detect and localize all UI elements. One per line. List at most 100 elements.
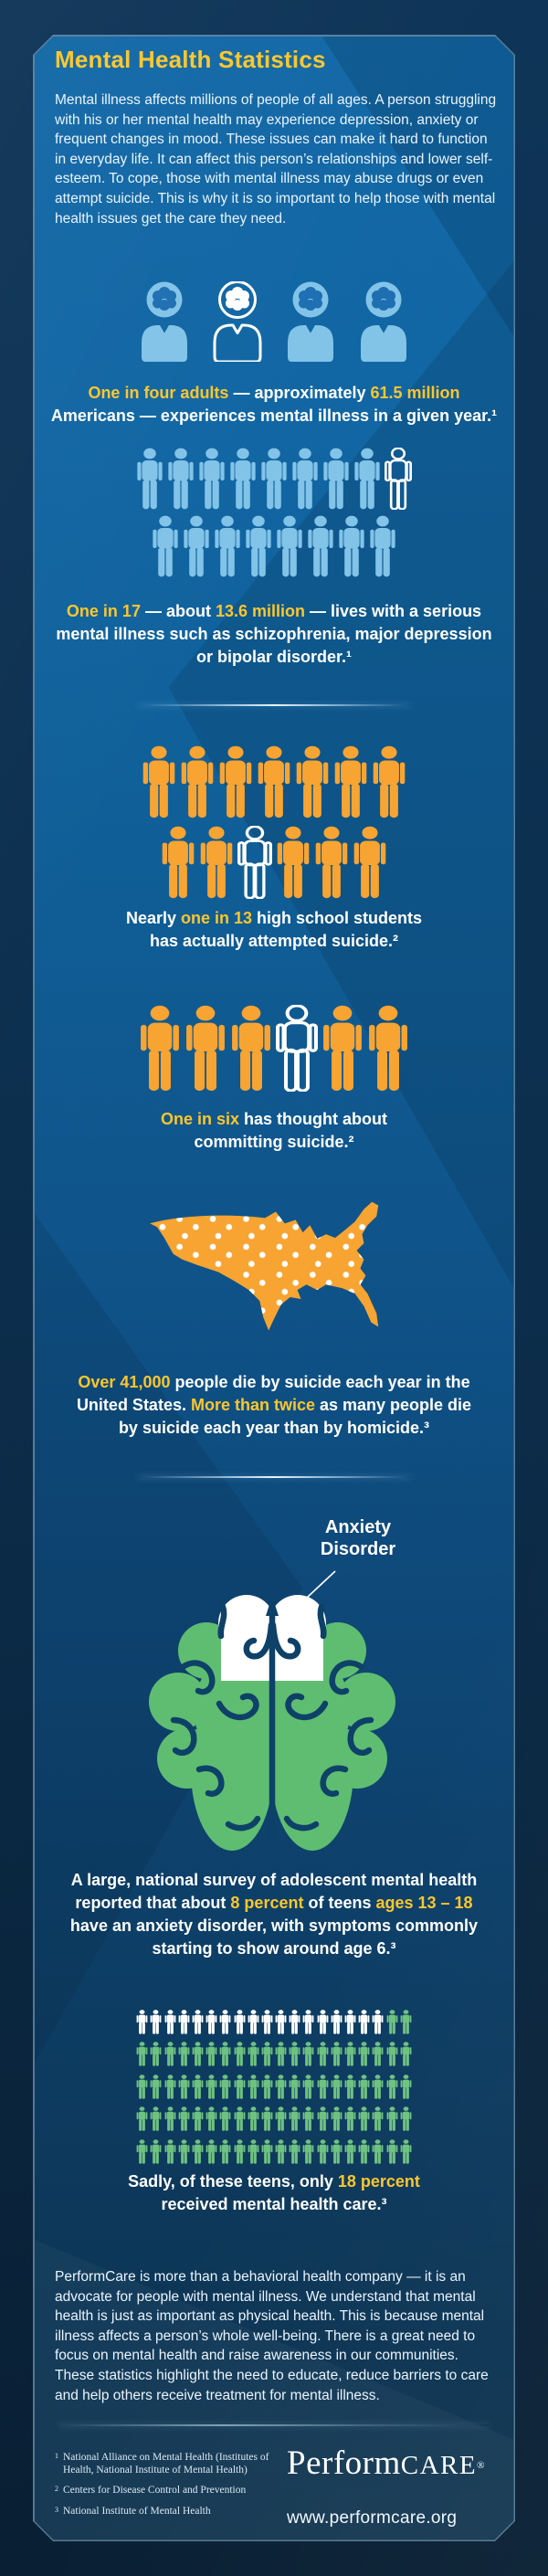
teen-icon (248, 2075, 259, 2099)
anxiety-disorder-label: Anxiety Disorder (294, 1516, 422, 1560)
stat-segment: has thought about (239, 1110, 387, 1128)
pictograph-row (136, 2138, 412, 2164)
person-icon (186, 1005, 225, 1092)
stat-segment: of teens (303, 1894, 376, 1912)
teen-icon (192, 2075, 204, 2099)
teen-icon (372, 2042, 384, 2067)
teen-icon (136, 2138, 148, 2164)
person-icon (323, 1005, 362, 1092)
teen-icon (206, 2106, 217, 2131)
teen-icon (303, 2106, 314, 2131)
person-icon (232, 1005, 270, 1092)
teen-icon (289, 2042, 300, 2067)
pictograph-row (136, 2042, 412, 2067)
footnote-text: National Institute of Mental Health (63, 2505, 211, 2517)
person-outlined-icon (385, 448, 411, 510)
person-icon (162, 826, 195, 899)
teen-icon (234, 2138, 245, 2164)
teen-icon (275, 2042, 287, 2067)
person-icon (142, 745, 175, 818)
teen-icon (275, 2075, 287, 2099)
teen-icon (289, 2106, 300, 2131)
teen-icon (400, 2075, 412, 2099)
teen-icon (219, 2138, 231, 2164)
person-icon (369, 1005, 407, 1092)
teen-icon (331, 2138, 342, 2164)
person-icon (315, 826, 348, 899)
stat-segment: A large, national survey of adolescent m… (70, 1871, 478, 1889)
logo-prefix: Perform (287, 2444, 401, 2482)
one-in-13-pictograph (0, 745, 548, 899)
person-icon (353, 826, 386, 899)
section-divider (137, 1476, 411, 1478)
teen-icon (303, 2042, 314, 2067)
teen-icon (331, 2106, 342, 2131)
pictograph-row (136, 2010, 412, 2034)
stat-segment: has actually attempted suicide.² (149, 932, 399, 950)
closing-paragraph: PerformCare is more than a behavioral he… (55, 2269, 489, 2403)
person-outlined-icon (238, 826, 271, 899)
teen-icon (164, 2042, 176, 2067)
teen-highlighted-icon (248, 2010, 259, 2034)
stat-segment: 8 percent (230, 1894, 304, 1912)
person-icon (373, 745, 406, 818)
teen-highlighted-icon (344, 2010, 356, 2034)
teen-icon (386, 2106, 398, 2131)
stat-one-in-13: Nearly one in 13 high school students has… (27, 907, 521, 953)
person-icon (354, 448, 380, 510)
pointer-line (306, 1570, 336, 1599)
teen-icon (248, 2138, 259, 2164)
anxiety-label-line: Disorder (320, 1539, 396, 1559)
teen-highlighted-icon (275, 2010, 287, 2034)
teen-icon (317, 2106, 329, 2131)
teen-icon (192, 2042, 204, 2067)
teen-icon (136, 2106, 148, 2131)
teen-icon (358, 2075, 370, 2099)
person-icon (230, 448, 256, 510)
teen-icon (248, 2106, 259, 2131)
person-icon (292, 448, 318, 510)
person-icon (168, 448, 194, 510)
stat-one-in-six: One in six has thought about committing s… (27, 1108, 521, 1154)
person-icon (323, 448, 349, 510)
stat-suicide-deaths: Over 41,000 people die by suicide each y… (27, 1371, 521, 1440)
person-icon (153, 515, 178, 577)
pictograph-row (161, 826, 387, 899)
teen-highlighted-icon (206, 2010, 217, 2034)
stat-segment: 61.5 million (370, 384, 460, 402)
brain-folds (170, 1596, 374, 1848)
person-icon (137, 448, 163, 510)
pictograph-row (136, 448, 412, 510)
stat-mental-health-care: Sadly, of these teens, only 18 percent re… (27, 2170, 521, 2216)
teen-icon (219, 2042, 231, 2067)
footnote-marker: 1 (55, 2452, 58, 2460)
stat-segment: One in four adults (88, 384, 229, 402)
teen-highlighted-icon (150, 2010, 162, 2034)
teen-icon (372, 2075, 384, 2099)
teen-highlighted-icon (178, 2010, 190, 2034)
website-url[interactable]: www.performcare.org (287, 2508, 458, 2528)
footnote: 2 Centers for Disease Control and Preven… (55, 2485, 290, 2497)
person-icon (181, 745, 214, 818)
anxiety-label-line: Anxiety (324, 1517, 392, 1537)
stat-segment: United States. (76, 1396, 191, 1414)
teen-icon (261, 2075, 273, 2099)
teen-icon (386, 2042, 398, 2067)
teen-icon (358, 2106, 370, 2131)
teen-icon (136, 2042, 148, 2067)
teen-icon (136, 2075, 148, 2099)
teen-icon (372, 2138, 384, 2164)
adult-bust-icon (361, 281, 406, 362)
stat-segment: received mental health care.³ (161, 2195, 387, 2213)
one-in-17-pictograph (0, 448, 548, 577)
teen-icon (344, 2138, 356, 2164)
teen-icon (303, 2138, 314, 2164)
stat-segment: — approximately (228, 384, 371, 402)
teen-icon (289, 2138, 300, 2164)
stat-segment: Over 41,000 (78, 1373, 171, 1391)
teen-icon (275, 2106, 287, 2131)
stat-one-in-four: One in four adults — approximately 61.5 … (27, 382, 521, 428)
pictograph-row (136, 2106, 412, 2131)
person-icon (277, 826, 310, 899)
stat-segment: Americans — experiences mental illness i… (50, 406, 498, 425)
